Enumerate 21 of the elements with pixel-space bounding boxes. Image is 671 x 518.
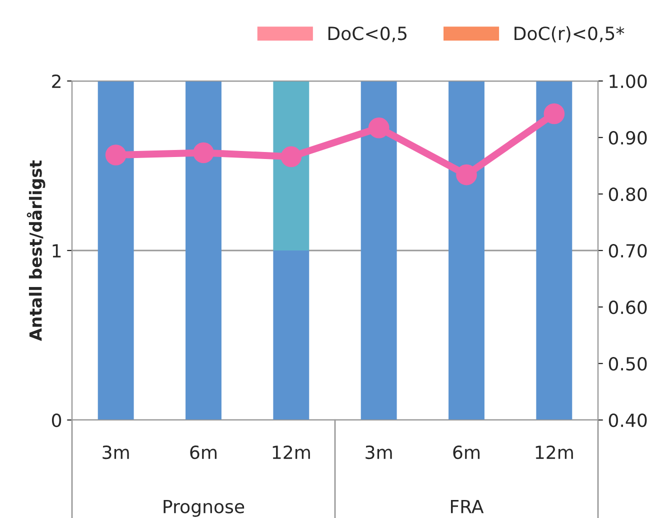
- x-tick-label: 6m: [190, 445, 217, 460]
- y2-tick-label: 0.40: [608, 413, 647, 428]
- y-tick-label: 0: [52, 413, 62, 428]
- text: Prognose: [164, 500, 244, 517]
- text: FRA: [450, 500, 484, 514]
- y-tick-label: 1: [52, 244, 61, 258]
- x-tick-label: 3m: [366, 445, 392, 460]
- y2-tick-label: 0.50: [608, 356, 647, 371]
- legend-label: DoC(r)<0,5*: [514, 26, 624, 42]
- y2-tick-label: 0.80: [608, 187, 647, 202]
- y2-tick-label: 0.90: [608, 130, 647, 145]
- x-tick-label: 3m: [102, 445, 129, 460]
- y2-tick-label: 1.00: [610, 74, 647, 88]
- x-tick-label: 12m: [272, 445, 310, 459]
- y2-tick-label: 0.70: [608, 244, 647, 258]
- y-axis-title: Antall best/dårligst: [26, 160, 46, 341]
- x-tick-label: 6m: [453, 445, 480, 460]
- legend-label: DoC<0,5: [328, 26, 407, 42]
- y-tick-label: 2: [52, 74, 60, 88]
- y2-tick-label: 0.60: [608, 300, 647, 314]
- x-tick-label: 12m: [536, 445, 573, 459]
